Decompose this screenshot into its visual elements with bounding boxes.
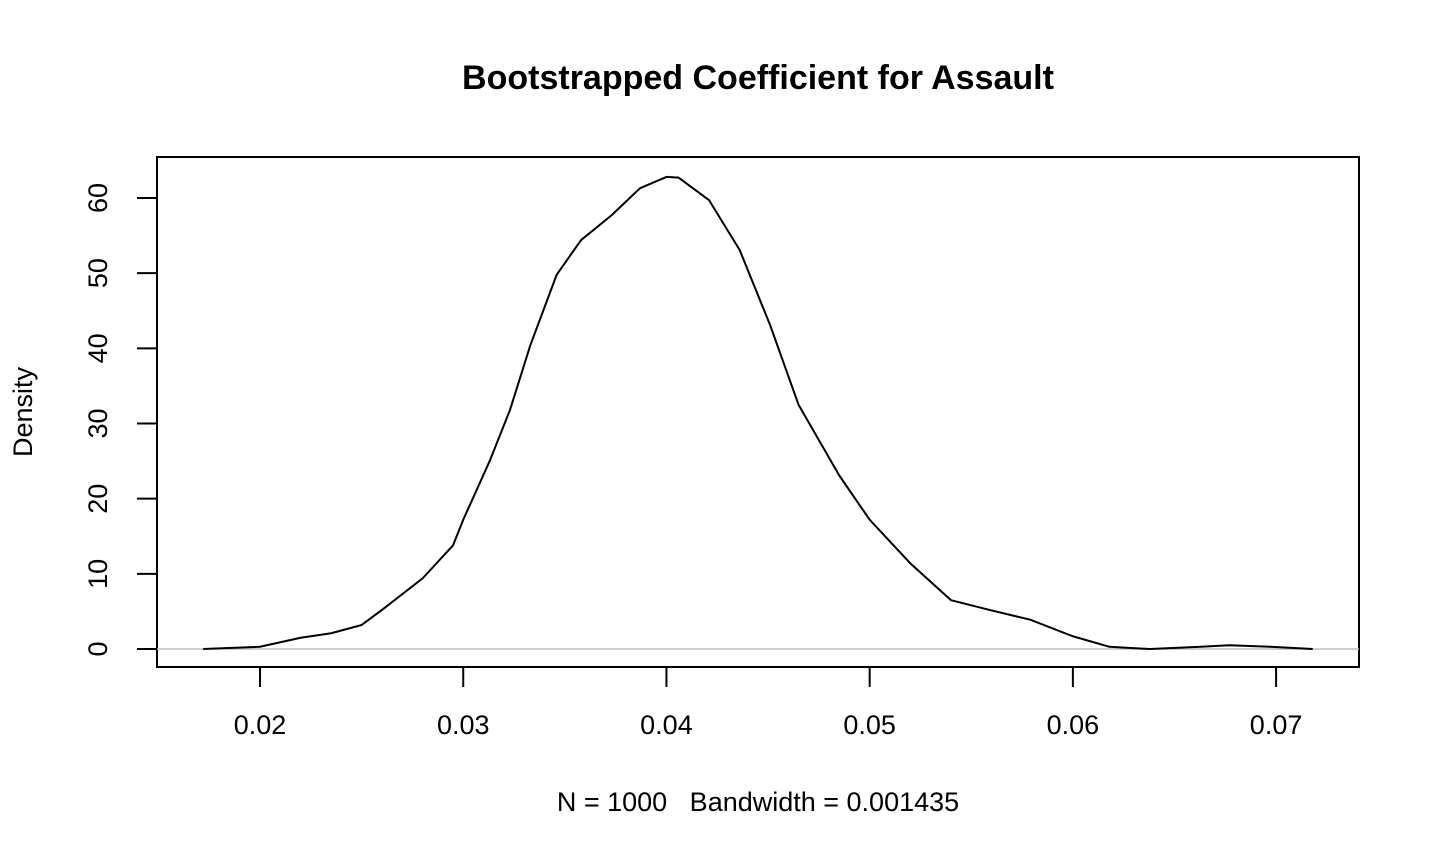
x-axis-label: N = 1000 Bandwidth = 0.001435 [557,787,959,817]
y-tick-label: 40 [83,333,113,363]
x-tick-label: 0.05 [843,710,896,740]
x-tick-label: 0.07 [1250,710,1303,740]
y-tick-label: 10 [83,559,113,589]
y-tick-label: 20 [83,484,113,514]
y-axis-label: Density [8,366,38,457]
y-tick-label: 50 [83,258,113,288]
y-tick-label: 60 [83,183,113,213]
y-tick-label: 30 [83,408,113,438]
x-tick-label: 0.04 [640,710,693,740]
y-tick-label: 0 [83,642,113,657]
density-line [203,175,1313,651]
x-tick-label: 0.03 [437,710,490,740]
x-tick-label: 0.06 [1047,710,1100,740]
x-tick-label: 0.02 [234,710,287,740]
chart-title: Bootstrapped Coefficient for Assault [462,59,1054,97]
plot-frame [156,156,1360,668]
